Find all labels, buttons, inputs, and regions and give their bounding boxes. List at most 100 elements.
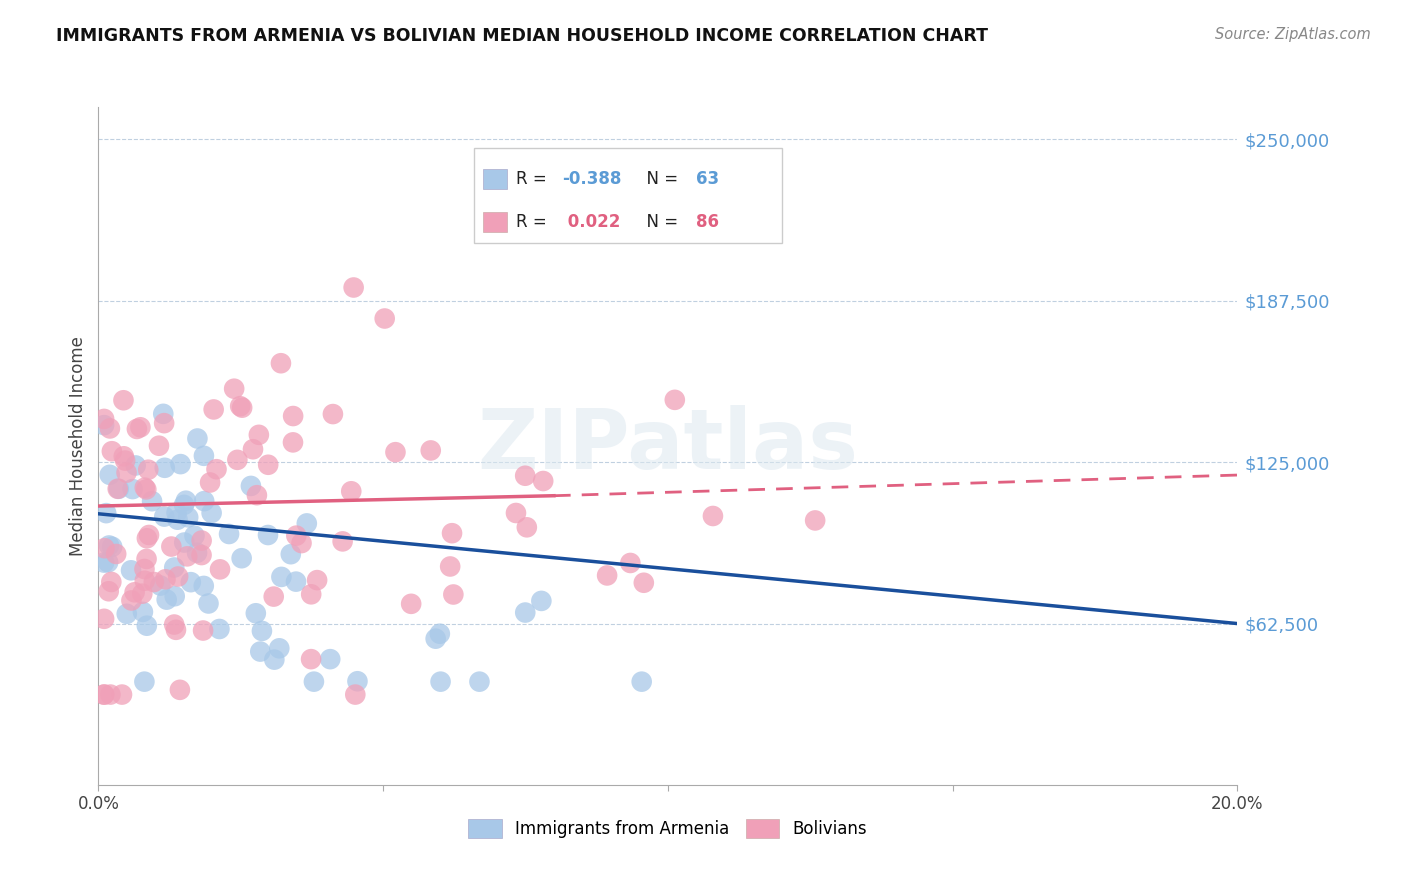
Point: [193, 449, 215, 463]
Point: [138, 528, 160, 542]
Point: [173, 498, 195, 512]
Point: [100, 688, 122, 702]
Point: [98, 421, 121, 435]
Point: [202, 402, 225, 417]
Point: [468, 674, 491, 689]
Point: [280, 547, 302, 561]
Point: [419, 443, 441, 458]
Point: [619, 556, 641, 570]
Point: [121, 482, 143, 496]
Point: [530, 594, 553, 608]
Point: [226, 453, 249, 467]
Point: [152, 407, 174, 421]
Point: [191, 624, 214, 638]
Point: [664, 392, 686, 407]
Point: [281, 435, 304, 450]
Point: [281, 409, 304, 423]
Point: [176, 549, 198, 564]
Point: [250, 624, 273, 638]
Point: [135, 483, 157, 497]
Point: [93, 556, 115, 570]
Point: [231, 401, 253, 415]
Point: [135, 552, 157, 566]
Point: [115, 607, 138, 621]
Point: [105, 547, 128, 561]
Point: [163, 589, 186, 603]
Point: [155, 572, 177, 586]
Point: [263, 590, 285, 604]
Text: R =: R =: [516, 213, 553, 231]
Point: [285, 574, 308, 589]
Point: [165, 623, 187, 637]
Point: [205, 462, 228, 476]
Point: [111, 688, 134, 702]
FancyBboxPatch shape: [474, 148, 782, 243]
Point: [399, 597, 422, 611]
Point: [630, 674, 652, 689]
Point: [201, 506, 224, 520]
Point: [190, 533, 212, 548]
Point: [322, 407, 344, 421]
Point: [186, 546, 208, 560]
Point: [439, 559, 461, 574]
Point: [142, 574, 165, 589]
Point: [136, 463, 159, 477]
Point: [134, 481, 156, 495]
Point: [115, 466, 138, 480]
Point: [429, 626, 451, 640]
Point: [163, 617, 186, 632]
Point: [125, 422, 148, 436]
Point: [141, 494, 163, 508]
Legend: Immigrants from Armenia, Bolivians: Immigrants from Armenia, Bolivians: [461, 812, 875, 845]
Point: [167, 569, 190, 583]
Point: [531, 474, 554, 488]
Point: [269, 641, 291, 656]
Point: [245, 607, 267, 621]
Text: ZIPatlas: ZIPatlas: [478, 406, 858, 486]
Point: [98, 539, 121, 553]
Point: [129, 420, 152, 434]
Point: [160, 540, 183, 554]
Point: [242, 442, 264, 457]
Point: [112, 393, 135, 408]
Point: [257, 528, 280, 542]
Point: [302, 674, 325, 689]
Point: [346, 674, 368, 689]
Point: [231, 551, 253, 566]
Point: [247, 427, 270, 442]
Point: [429, 674, 451, 689]
Point: [93, 412, 115, 426]
Point: [804, 513, 827, 527]
Point: [319, 652, 342, 666]
Point: [224, 382, 246, 396]
Point: [702, 508, 724, 523]
Point: [153, 460, 176, 475]
Point: [246, 488, 269, 502]
Text: IMMIGRANTS FROM ARMENIA VS BOLIVIAN MEDIAN HOUSEHOLD INCOME CORRELATION CHART: IMMIGRANTS FROM ARMENIA VS BOLIVIAN MEDI…: [56, 27, 988, 45]
Point: [505, 506, 527, 520]
Point: [153, 509, 176, 524]
Point: [169, 457, 191, 471]
Point: [180, 575, 202, 590]
Point: [163, 560, 186, 574]
Point: [173, 535, 195, 549]
Point: [93, 418, 115, 433]
Point: [96, 506, 118, 520]
Text: 0.022: 0.022: [562, 213, 620, 231]
Point: [515, 468, 537, 483]
Point: [299, 587, 322, 601]
Text: Source: ZipAtlas.com: Source: ZipAtlas.com: [1215, 27, 1371, 42]
Point: [135, 618, 157, 632]
Point: [124, 585, 146, 599]
Point: [166, 513, 188, 527]
Point: [340, 484, 363, 499]
Point: [270, 356, 292, 370]
Point: [93, 688, 115, 702]
Point: [190, 548, 212, 562]
Point: [263, 653, 285, 667]
Point: [101, 444, 124, 458]
Point: [208, 562, 231, 576]
Point: [114, 453, 136, 467]
Point: [270, 570, 292, 584]
Point: [343, 280, 366, 294]
